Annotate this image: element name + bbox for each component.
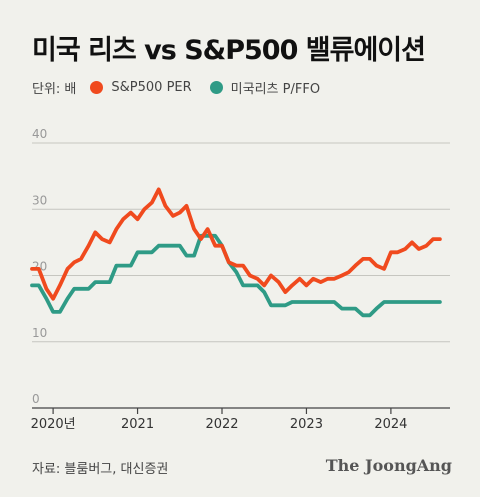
x-tick-label: 2022 bbox=[205, 417, 238, 432]
y-tick-label: 30 bbox=[32, 193, 47, 207]
legend: 단위: 배 S&P500 PER 미국리츠 P/FFO bbox=[32, 78, 338, 97]
legend-label-reits: 미국리츠 P/FFO bbox=[230, 82, 321, 97]
publisher-logo: The JoongAng bbox=[325, 456, 452, 475]
legend-dot-sp500 bbox=[90, 81, 104, 94]
x-tick-label: 2020년 bbox=[31, 417, 76, 432]
legend-label-sp500: S&P500 PER bbox=[111, 80, 192, 95]
y-tick-label: 10 bbox=[32, 326, 47, 340]
x-tick-label: 2024 bbox=[374, 417, 407, 432]
x-tick-label: 2023 bbox=[290, 417, 323, 432]
unit-label: 단위: 배 bbox=[32, 82, 77, 97]
source-note: 자료: 블룸버그, 대신증권 bbox=[32, 462, 169, 477]
series-line-reits-pffo bbox=[30, 233, 442, 318]
legend-item-reits: 미국리츠 P/FFO bbox=[209, 78, 321, 97]
x-tick-label: 2021 bbox=[121, 417, 154, 432]
legend-item-sp500: S&P500 PER bbox=[90, 80, 192, 95]
y-tick-label: 0 bbox=[32, 392, 40, 406]
legend-dot-reits bbox=[209, 81, 223, 94]
series-line-sp500-per bbox=[30, 187, 442, 301]
y-tick-label: 40 bbox=[32, 127, 47, 141]
chart-title: 미국 리츠 vs S&P500 밸류에이션 bbox=[32, 35, 426, 66]
